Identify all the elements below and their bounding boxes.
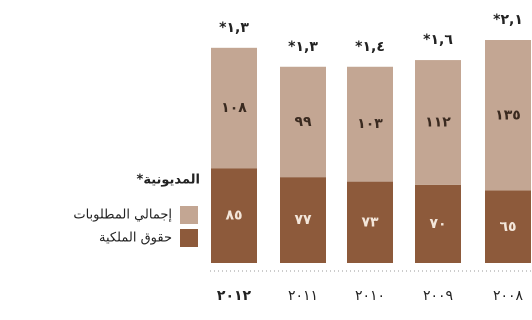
data-label: ١٣٥ [495,107,521,123]
legend-swatch [180,229,198,247]
bar-segment [211,168,257,263]
x-tick-label: ٢٠٠٨ [493,288,524,304]
bar-segment [485,40,531,191]
debt-ratio-label: *١,٣ [219,20,249,36]
data-label: ٧٣ [361,214,379,230]
debt-ratio-label: *١,٤ [355,39,385,55]
data-label: ٩٩ [294,114,312,130]
bar-segment [211,47,257,169]
data-label: ٧٠ [429,216,446,232]
data-label: ١٠٣ [357,116,383,132]
data-label: ١١٢ [425,115,451,131]
data-label: ١٠٨ [221,100,247,116]
data-label: ٨٥ [225,208,242,224]
legend-label: حقوق الملكية [99,231,172,246]
x-tick-label: ٢٠١٢ [217,288,252,304]
bar-segment [280,66,326,178]
bar-segment [347,181,393,263]
bar-segment [415,184,461,263]
x-tick-label: ٢٠١١ [288,288,318,304]
x-tick-label: ٢٠١٠ [355,288,385,304]
data-label: ٧٧ [294,212,312,228]
debt-ratio-label: *٢,١ [493,12,523,28]
debt-ratio-label: *١,٣ [288,39,318,55]
legend-label: إجمالي المطلوبات [73,208,172,223]
x-tick-label: ٢٠٠٩ [423,288,453,304]
bar-segment [485,190,531,263]
bar-segment [415,60,461,185]
data-label: ٦٥ [499,219,516,235]
bar-segment [280,177,326,263]
bar-segment [347,66,393,182]
debt-ratio-label: *١,٦ [423,32,453,48]
legend-title: *المديونية [137,173,200,188]
legend-swatch [180,206,198,224]
